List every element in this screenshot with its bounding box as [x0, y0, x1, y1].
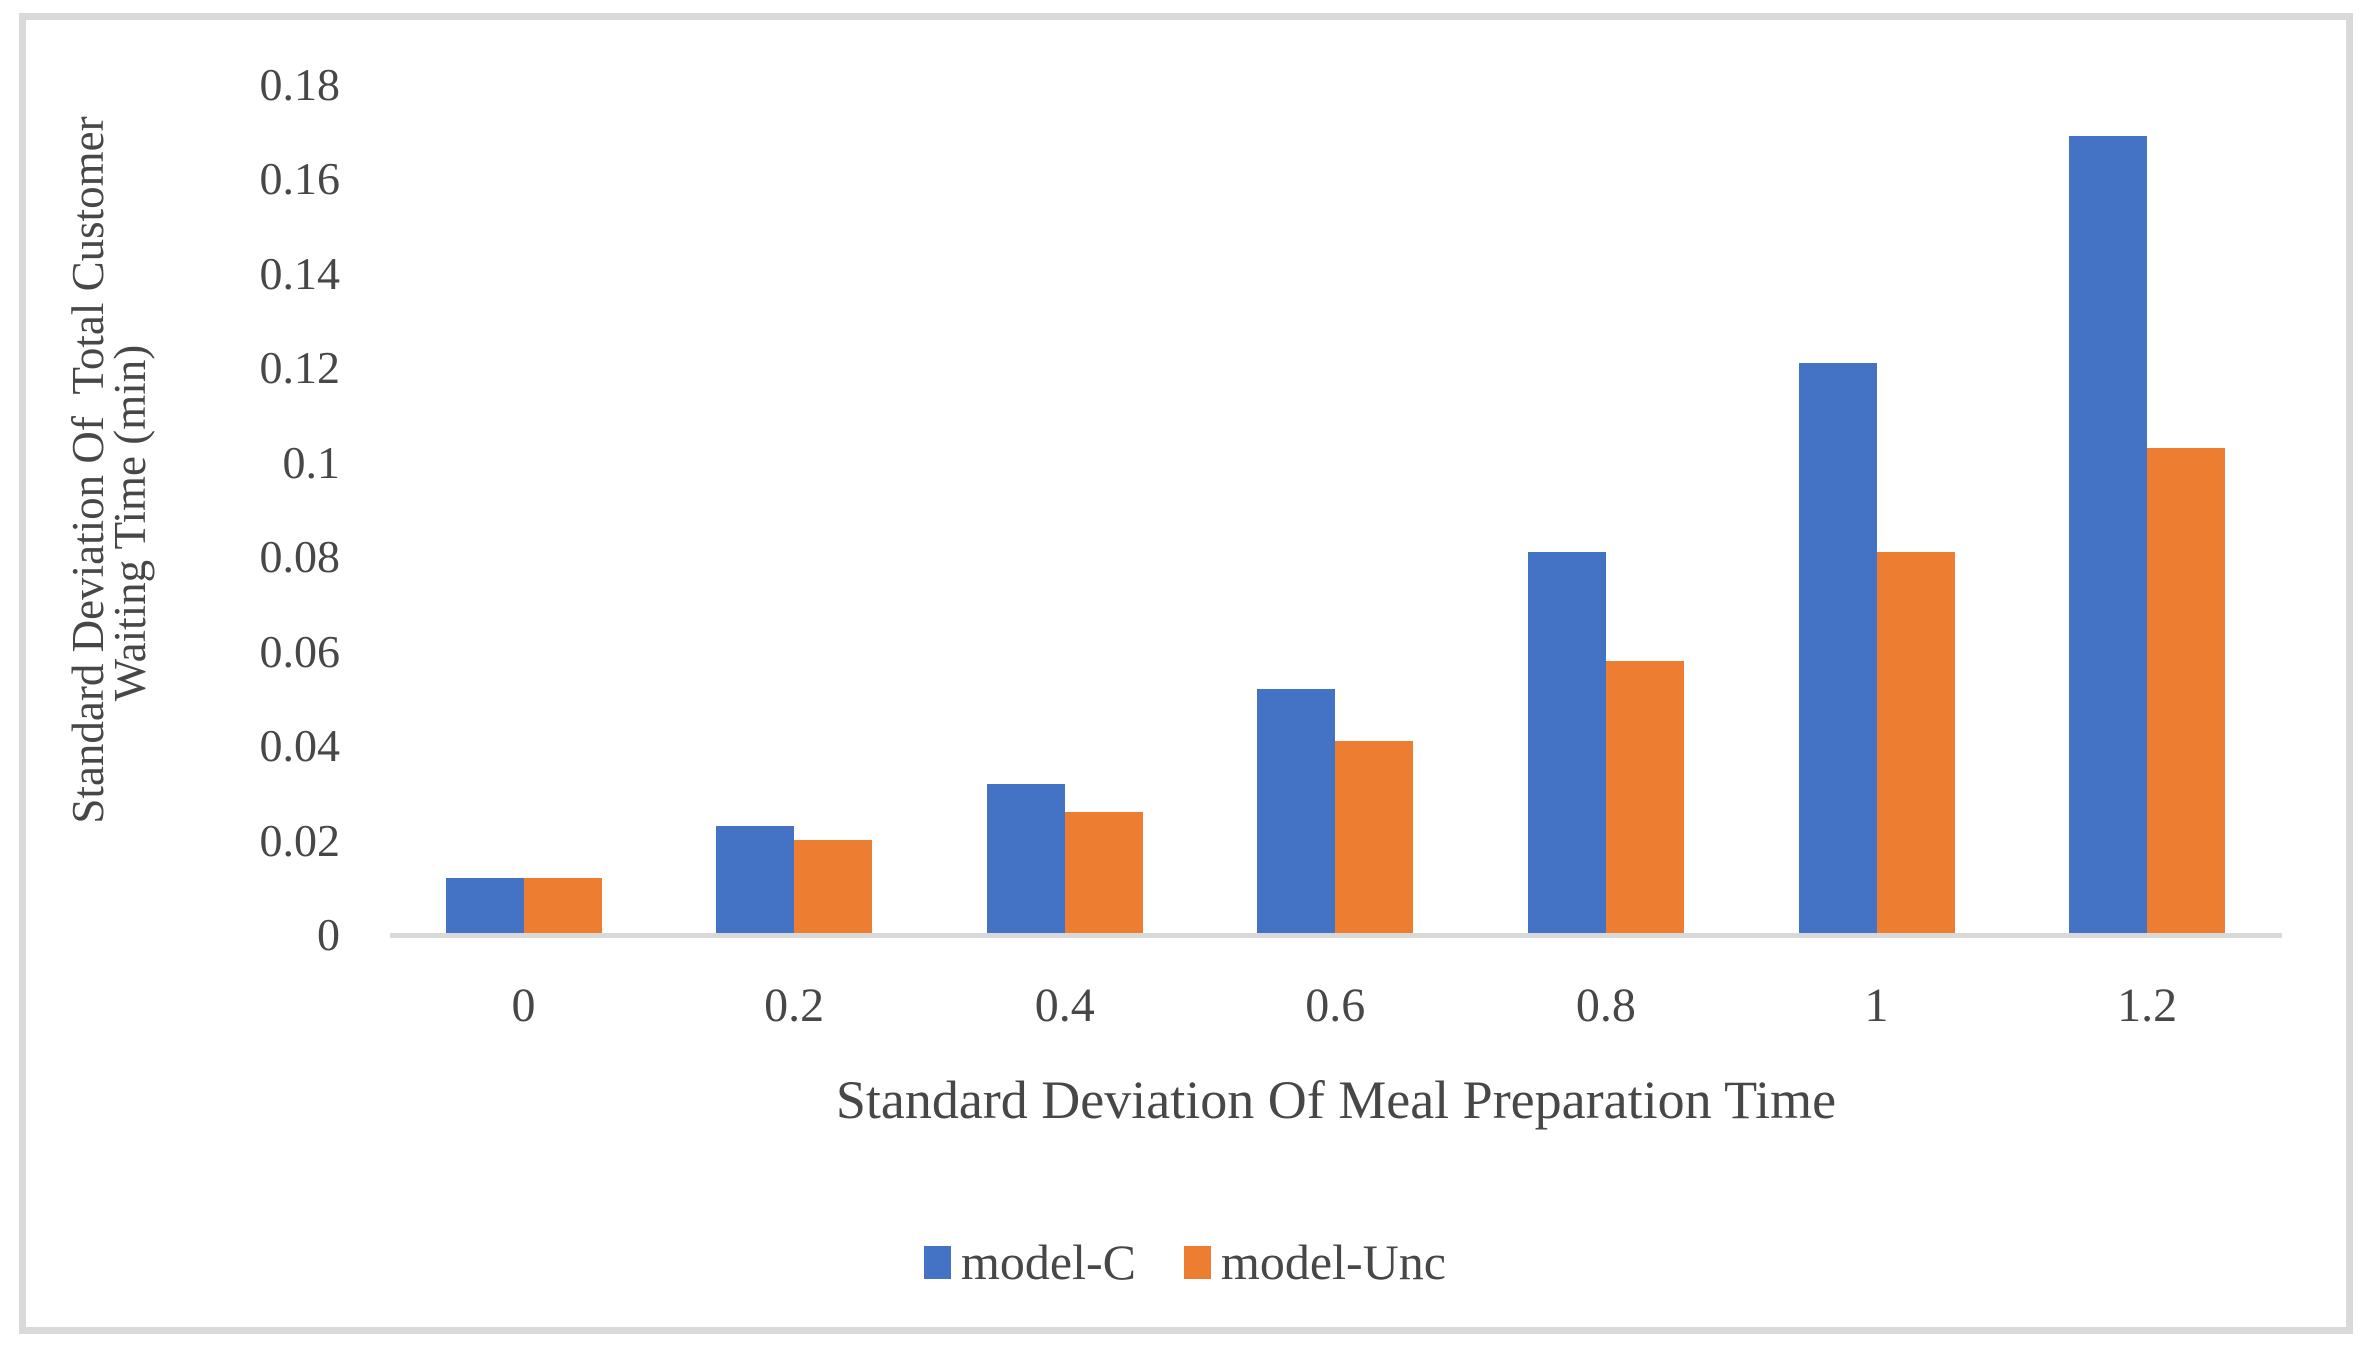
x-tick-label-0.4: 0.4	[1034, 979, 1095, 1032]
figure-border	[19, 13, 2353, 1334]
legend-item-model-C: model-C	[924, 1233, 1136, 1291]
x-axis-line	[390, 933, 2282, 938]
legend-label-model-C: model-C	[961, 1234, 1136, 1290]
bar-model-C-0	[445, 878, 524, 935]
x-tick-label-1.2: 1.2	[2117, 979, 2178, 1032]
y-tick-label-0.14: 0.14	[259, 247, 341, 299]
bar-model-Unc-0	[523, 878, 602, 935]
x-tick-label-0: 0	[511, 979, 536, 1032]
legend: model-C model-Unc	[924, 1233, 1446, 1291]
y-tick-label-0.12: 0.12	[259, 342, 341, 393]
bar-model-Unc-1	[1876, 552, 1955, 935]
y-tick-label-0.1: 0.1	[282, 436, 341, 488]
x-tick-label-0.8: 0.8	[1575, 979, 1636, 1032]
y-tick-label-0: 0	[317, 909, 340, 960]
bar-model-Unc-0.6	[1335, 741, 1414, 935]
legend-swatch-model-Unc	[1183, 1245, 1211, 1279]
y-tick-label-0.04: 0.04	[259, 720, 341, 771]
bar-model-Unc-0.2	[794, 840, 873, 935]
y-tick-label-0.16: 0.16	[259, 153, 341, 204]
bar-model-C-0.8	[1527, 552, 1606, 935]
bar-model-C-0.4	[986, 784, 1065, 935]
y-tick-label-0.02: 0.02	[259, 814, 341, 866]
bar-model-C-0.2	[716, 826, 795, 935]
x-tick-label-0.6: 0.6	[1305, 979, 1366, 1032]
x-tick-label-0.2: 0.2	[764, 979, 825, 1032]
bar-model-Unc-0.4	[1064, 812, 1143, 935]
x-axis-title: Standard Deviation Of Meal Preparation T…	[835, 1070, 1837, 1130]
y-tick-label-0.18: 0.18	[259, 58, 341, 110]
bar-model-C-1	[1798, 363, 1877, 935]
bar-model-Unc-0.8	[1605, 661, 1684, 935]
legend-label-model-Unc: model-Unc	[1220, 1234, 1446, 1290]
bar-model-C-0.6	[1257, 689, 1336, 935]
y-tick-label-0.08: 0.08	[259, 531, 341, 582]
y-tick-label-0.06: 0.06	[259, 625, 341, 677]
x-tick-label-1: 1	[1864, 979, 1889, 1032]
legend-swatch-model-C	[924, 1245, 951, 1279]
bar-model-C-1.2	[2069, 136, 2148, 935]
legend-item-model-Unc: model-Unc	[1183, 1233, 1446, 1291]
bar-model-Unc-1.2	[2147, 448, 2226, 935]
